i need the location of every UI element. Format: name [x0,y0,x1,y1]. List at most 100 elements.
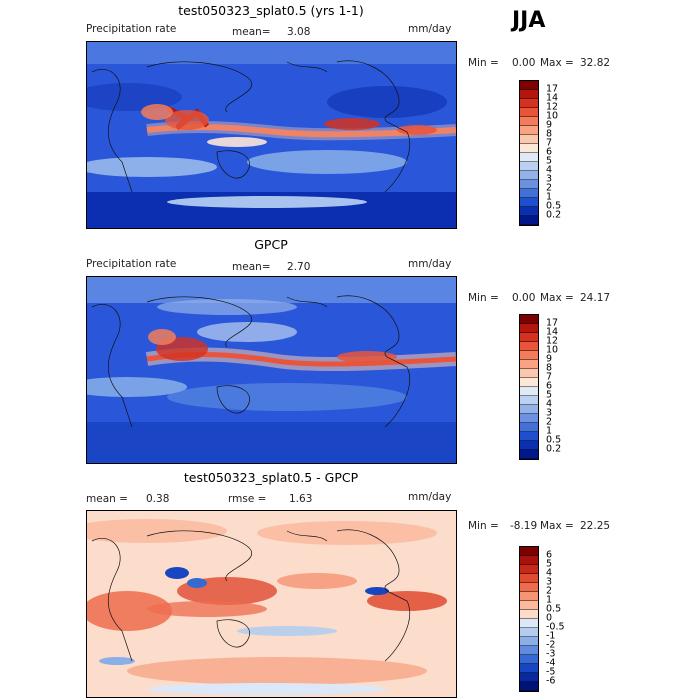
colorbar-tick-label: 4 [546,164,553,176]
colorbar-segment [520,369,538,378]
colorbar-tick-label: 2 [546,416,553,428]
panel-2-map [86,276,457,464]
colorbar-tick-label: 0.5 [546,434,562,446]
colorbar-segment [520,432,538,441]
panel-1-map-field [87,42,456,228]
panel-1-colorbar-labels: 17 14 12 10 9 8 7 6 5 4 3 2 1 0.5 0.2 [546,80,586,224]
colorbar-segment [520,153,538,162]
colorbar-tick-label: 1 [546,594,553,606]
panel-2-mean-value: 2.70 [287,261,311,273]
colorbar-segment [520,619,538,628]
colorbar-segment [520,189,538,198]
colorbar-segment [520,99,538,108]
colorbar-tick-label: -1 [546,630,556,642]
colorbar-segment [520,324,538,333]
colorbar-tick-label: 6 [546,549,553,561]
panel-3-min-label: Min = [468,520,499,532]
colorbar-segment [520,414,538,423]
panel-3-mean-label: mean = [86,493,128,505]
colorbar-tick-label: 3 [546,576,553,588]
colorbar-tick-label: 1 [546,191,553,203]
colorbar-tick-label: 14 [546,92,559,104]
colorbar-tick-label: 3 [546,173,553,185]
colorbar-tick-label: 6 [546,380,553,392]
colorbar-tick-label: 10 [546,344,559,356]
panel-1-title: test050323_splat0.5 (yrs 1-1) [178,3,364,18]
panel-2-max-label: Max = [540,292,574,304]
panel-3-rmse-value: 1.63 [289,493,313,505]
colorbar-segment [520,628,538,637]
colorbar-tick-label: -0.5 [546,621,565,633]
colorbar-segment [520,81,538,90]
panel-2-max-value: 24.17 [580,292,611,304]
colorbar-tick-label: 7 [546,371,553,383]
colorbar-segment [520,592,538,601]
colorbar-segment [520,315,538,324]
colorbar-segment [520,135,538,144]
panel-2-units: mm/day [408,258,452,270]
panel-1-mean-label: mean= [232,26,271,38]
colorbar-segment [520,450,538,459]
panel-3-max-value: 22.25 [580,520,611,532]
panel-3-colorbar [519,546,539,692]
colorbar-segment [520,610,538,619]
colorbar-tick-label: -5 [546,666,556,678]
colorbar-tick-label: 12 [546,335,559,347]
colorbar-tick-label: 8 [546,128,553,140]
colorbar-tick-label: -3 [546,648,556,660]
colorbar-segment [520,360,538,369]
colorbar-tick-label: 0.5 [546,603,562,615]
colorbar-segment [520,171,538,180]
colorbar-tick-label: 0.2 [546,209,562,221]
colorbar-segment [520,378,538,387]
colorbar-tick-label: 9 [546,119,553,131]
colorbar-segment [520,556,538,565]
colorbar-segment [520,441,538,450]
colorbar-segment [520,664,538,673]
colorbar-tick-label: 0.5 [546,200,562,212]
season-label: JJA [512,8,546,33]
colorbar-tick-label: -2 [546,639,556,651]
colorbar-segment [520,574,538,583]
colorbar-segment [520,180,538,189]
colorbar-tick-label: 4 [546,398,553,410]
colorbar-tick-label: 3 [546,407,553,419]
colorbar-segment [520,126,538,135]
panel-2-mean-label: mean= [232,261,271,273]
panel-3-min-value: -8.19 [510,520,538,532]
colorbar-tick-label: 2 [546,182,553,194]
panel-2-colorbar-labels: 17 14 12 10 9 8 7 6 5 4 3 2 1 0.5 0.2 [546,314,586,458]
panel-2-variable-label: Precipitation rate [86,258,177,270]
colorbar-segment [520,387,538,396]
colorbar-tick-label: 5 [546,155,553,167]
panel-3-map-field [87,511,456,697]
panel-1-colorbar [519,80,539,226]
panel-1-min-label: Min = [468,57,499,69]
colorbar-tick-label: 5 [546,389,553,401]
colorbar-segment [520,396,538,405]
colorbar-segment [520,90,538,99]
colorbar-segment [520,342,538,351]
panel-3-colorbar-labels: 6 5 4 3 2 1 0.5 0 -0.5 -1 -2 -3 -4 -5 -6 [546,546,586,690]
colorbar-tick-label: 17 [546,317,559,329]
colorbar-segment [520,405,538,414]
panel-1-map [86,41,457,229]
colorbar-segment [520,565,538,574]
colorbar-segment [520,601,538,610]
colorbar-tick-label: 14 [546,326,559,338]
panel-3-rmse-label: rmse = [228,493,267,505]
colorbar-tick-label: 5 [546,558,553,570]
colorbar-segment [520,673,538,682]
panel-2-title: GPCP [254,237,288,252]
colorbar-segment [520,207,538,216]
colorbar-tick-label: 9 [546,353,553,365]
colorbar-tick-label: 12 [546,101,559,113]
panel-2-map-field [87,277,456,463]
panel-3-units: mm/day [408,491,452,503]
panel-2-colorbar [519,314,539,460]
panel-2-min-label: Min = [468,292,499,304]
colorbar-segment [520,637,538,646]
panel-3-title: test050323_splat0.5 - GPCP [183,470,359,485]
colorbar-segment [520,144,538,153]
colorbar-tick-label: 1 [546,425,553,437]
